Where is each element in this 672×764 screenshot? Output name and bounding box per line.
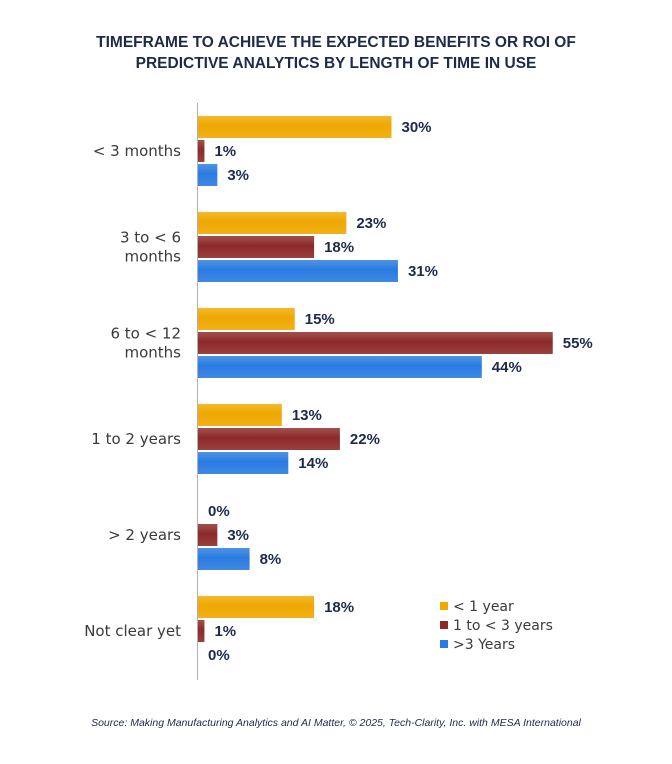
chart-title-line-2: PREDICTIVE ANALYTICS BY LENGTH OF TIME I… — [135, 55, 537, 72]
legend-label: < 1 year — [453, 599, 514, 615]
data-label: 3% — [227, 527, 249, 544]
legend-swatch — [440, 602, 448, 610]
data-label: 3% — [227, 167, 249, 184]
data-label: 31% — [408, 263, 438, 280]
data-label: 13% — [292, 407, 322, 424]
category-label: > 2 years — [108, 526, 181, 544]
category-label: months — [125, 344, 182, 362]
data-label: 14% — [298, 455, 328, 472]
bar — [198, 356, 482, 378]
bar — [198, 236, 315, 258]
chart-title-line-1: TIMEFRAME TO ACHIEVE THE EXPECTED BENEFI… — [96, 34, 576, 51]
data-label: 18% — [324, 239, 354, 256]
data-label: 0% — [208, 503, 230, 520]
category-label: 1 to 2 years — [91, 430, 181, 448]
bar — [198, 332, 553, 354]
legend-swatch — [440, 640, 448, 648]
legend-label: >3 Years — [453, 637, 515, 653]
bars-group — [198, 116, 553, 642]
data-label: 15% — [305, 311, 335, 328]
data-label: 1% — [214, 143, 236, 160]
legend-label: 1 to < 3 years — [453, 618, 553, 634]
bar — [198, 140, 205, 162]
bar — [198, 404, 282, 426]
bar — [198, 620, 205, 642]
bar — [198, 524, 218, 546]
bar — [198, 428, 340, 450]
data-label: 22% — [350, 431, 380, 448]
bar — [198, 164, 218, 186]
chart-title: TIMEFRAME TO ACHIEVE THE EXPECTED BENEFI… — [0, 32, 672, 74]
legend-swatch — [440, 621, 448, 629]
bar — [198, 260, 398, 282]
bar — [198, 308, 295, 330]
bar — [198, 116, 392, 138]
data-label: 30% — [402, 119, 432, 136]
category-label: months — [125, 248, 182, 266]
value-labels-group: 30%1%3%23%18%31%15%55%44%13%22%14%0%3%8%… — [208, 119, 593, 664]
data-label: 23% — [356, 215, 386, 232]
data-label: 44% — [492, 359, 522, 376]
bar — [198, 548, 250, 570]
legend: < 1 year 1 to < 3 years >3 Years — [440, 599, 553, 653]
data-label: 18% — [324, 599, 354, 616]
data-label: 8% — [260, 551, 282, 568]
bar — [198, 452, 289, 474]
category-label: Not clear yet — [84, 622, 181, 640]
data-label: 0% — [208, 647, 230, 664]
category-label: 3 to < 6 — [120, 229, 181, 247]
data-label: 1% — [214, 623, 236, 640]
bar — [198, 596, 315, 618]
bar — [198, 212, 347, 234]
category-label: < 3 months — [93, 142, 181, 160]
category-label: 6 to < 12 — [110, 325, 181, 343]
source-note: Source: Making Manufacturing Analytics a… — [91, 717, 581, 729]
data-label: 55% — [563, 335, 593, 352]
